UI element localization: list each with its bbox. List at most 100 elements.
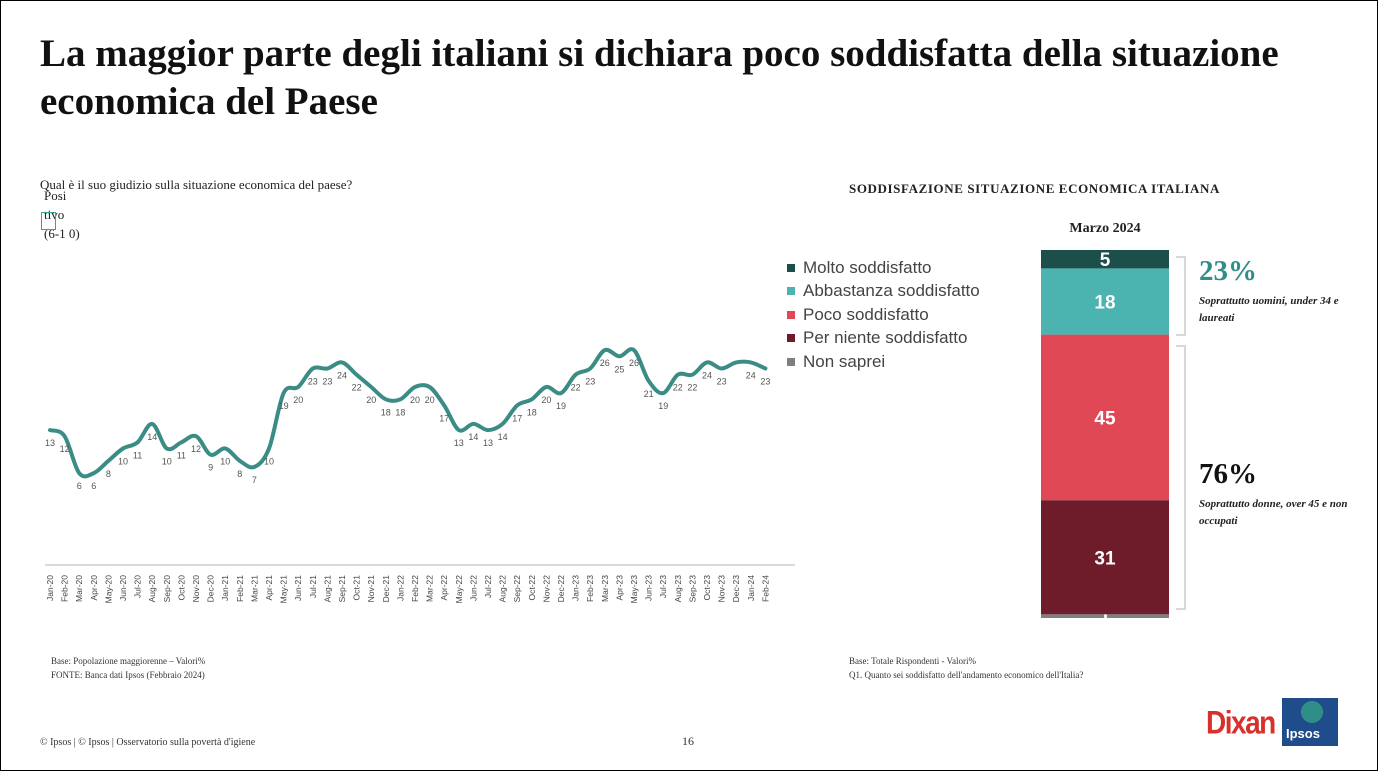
data-label: 11 <box>133 450 142 460</box>
data-label: 23 <box>308 377 318 387</box>
data-label: 23 <box>585 377 595 387</box>
stacked-bar-segment <box>1041 250 1169 269</box>
data-label: 24 <box>337 370 347 380</box>
data-label: 19 <box>279 401 289 411</box>
x-tick-label: Apr-23 <box>614 575 624 601</box>
x-tick-label: Jan-23 <box>571 575 581 601</box>
unsatisfied-percentage: 76% <box>1199 458 1257 490</box>
segment-value-label: 31 <box>1094 548 1116 569</box>
x-tick-label: Apr-20 <box>89 575 99 601</box>
x-tick-label: Jan-24 <box>746 575 756 601</box>
line-chart-question: Qual è il suo giudizio sulla situazione … <box>40 177 353 192</box>
x-tick-label: May-20 <box>103 575 113 604</box>
data-label: 13 <box>454 438 464 448</box>
x-tick-label: Aug-23 <box>673 575 683 603</box>
unsatisfied-note: Soprattutto donne, over 45 e non occupat… <box>1199 498 1348 527</box>
legend-item: Molto soddisfatto <box>787 256 980 280</box>
unsatisfied-bracket <box>1176 345 1186 610</box>
stacked-chart-base-note: Base: Totale Rispondenti - Valori% <box>849 656 977 666</box>
x-tick-label: Oct-23 <box>702 575 712 601</box>
stacked-bar-segment <box>1041 268 1169 335</box>
data-label: 20 <box>541 395 551 405</box>
data-label: 23 <box>717 377 727 387</box>
ipsos-logo-circle <box>1301 701 1323 723</box>
stacked-bar-segment <box>1041 500 1169 615</box>
data-label: 22 <box>571 383 581 393</box>
x-tick-label: Dec-20 <box>206 575 216 603</box>
data-label: 26 <box>600 358 610 368</box>
x-tick-label: Aug-21 <box>322 575 332 603</box>
x-tick-label: Sep-20 <box>162 575 172 603</box>
data-label: 11 <box>177 450 186 460</box>
legend-swatch <box>787 287 795 296</box>
legend-label: Non saprei <box>803 351 886 371</box>
data-label: 9 <box>208 463 213 473</box>
x-tick-label: Jan-22 <box>395 575 405 601</box>
x-tick-label: Aug-22 <box>498 575 508 603</box>
x-tick-label: Jan-20 <box>45 575 55 601</box>
legend-item: Non saprei <box>787 350 980 374</box>
trend-series-line <box>48 347 768 479</box>
stacked-chart-title: SODDISFAZIONE SITUAZIONE ECONOMICA ITALI… <box>849 181 1220 196</box>
x-tick-label: Feb-20 <box>60 575 70 602</box>
x-tick-label: Sep-22 <box>512 575 522 603</box>
data-label: 14 <box>147 432 157 442</box>
slide-title: La maggior parte degli italiani si dichi… <box>40 32 1279 123</box>
data-label: 24 <box>702 370 712 380</box>
x-tick-label: Apr-21 <box>264 575 274 601</box>
x-tick-label: Feb-22 <box>410 575 420 602</box>
x-tick-label: Sep-23 <box>687 575 697 603</box>
ipsos-logo-text: Ipsos <box>1286 726 1320 741</box>
x-tick-label: Oct-20 <box>176 575 186 601</box>
data-label: 21 <box>644 389 654 399</box>
x-tick-labels: Jan-20 Feb-20 Mar-20 Apr-20 May-20 Jun-20 Jul-… <box>45 575 770 604</box>
x-tick-label: Dec-21 <box>381 575 391 603</box>
x-tick-label: Mar-20 <box>74 575 84 602</box>
y-label-marker <box>41 212 56 230</box>
data-label: 22 <box>687 383 697 393</box>
segment-value-label: 5 <box>1100 250 1111 271</box>
data-label: 17 <box>512 413 522 423</box>
data-label: 12 <box>191 444 201 454</box>
x-tick-label: Jun-23 <box>644 575 654 601</box>
data-label: 23 <box>760 377 770 387</box>
satisfied-percentage: 23% <box>1199 255 1257 287</box>
x-tick-label: Jul-21 <box>308 575 318 598</box>
data-label: 10 <box>220 457 230 467</box>
segment-value-label: 18 <box>1094 293 1115 314</box>
x-tick-label: Nov-21 <box>366 575 376 603</box>
data-label: 23 <box>322 377 332 387</box>
x-tick-label: Sep-21 <box>337 575 347 603</box>
x-tick-label: Feb-24 <box>760 575 770 602</box>
satisfied-bracket <box>1176 256 1186 336</box>
x-tick-label: Jul-22 <box>483 575 493 598</box>
data-label: 18 <box>381 407 391 417</box>
data-label: 13 <box>45 438 55 448</box>
data-label: 10 <box>162 457 172 467</box>
x-tick-label: Aug-20 <box>147 575 157 603</box>
data-label: 6 <box>91 481 96 491</box>
data-label: 10 <box>118 457 128 467</box>
stacked-chart-category: Marzo 2024 <box>1069 221 1141 236</box>
data-label: 20 <box>425 395 435 405</box>
data-label: 6 <box>77 481 82 491</box>
x-tick-label: Mar-23 <box>600 575 610 602</box>
stacked-bar-segment <box>1041 334 1169 501</box>
legend-swatch <box>787 310 795 319</box>
data-label: 18 <box>395 407 405 417</box>
segment-value-label: 1 <box>1100 607 1111 625</box>
x-tick-label: Oct-21 <box>352 575 362 601</box>
data-label: 20 <box>366 395 376 405</box>
legend-swatch <box>787 334 795 343</box>
x-tick-label: May-23 <box>629 575 639 604</box>
data-label: 20 <box>293 395 303 405</box>
line-chart-base-note: Base: Popolazione maggiorenne – Valori% <box>51 656 206 666</box>
x-tick-label: Feb-21 <box>235 575 245 602</box>
data-label: 19 <box>556 401 566 411</box>
x-tick-label: Mar-22 <box>425 575 435 602</box>
data-label: 26 <box>629 358 639 368</box>
stacked-bar-segment <box>1041 614 1169 618</box>
x-tick-label: Dec-23 <box>731 575 741 603</box>
